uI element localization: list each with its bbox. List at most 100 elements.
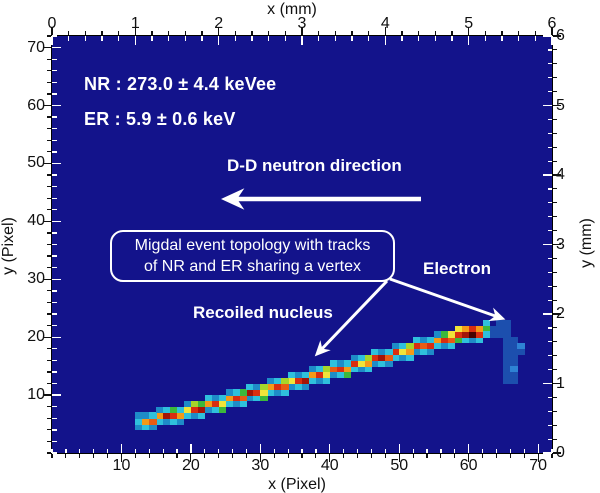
inner-tick [52, 197, 57, 199]
heatmap-cell [503, 331, 511, 338]
heatmap-cell [204, 400, 213, 408]
inner-tick [412, 448, 414, 453]
heatmap-cell [447, 342, 456, 350]
heatmap-cell [149, 412, 157, 419]
heatmap-cell [302, 383, 310, 390]
right-axis-title: y (mm) [578, 218, 595, 268]
outer-tick [553, 35, 561, 37]
outer-tick [218, 27, 220, 35]
left-tick-label: 20 [27, 328, 45, 346]
heatmap-cell [510, 337, 518, 344]
outer-tick [47, 232, 51, 234]
outer-tick [426, 454, 428, 458]
outer-tick [47, 452, 51, 454]
outer-tick [537, 454, 539, 462]
inner-tick [426, 448, 428, 453]
heatmap-cell [177, 406, 185, 413]
outer-tick [231, 454, 234, 458]
right-tick-label: 1 [556, 374, 565, 392]
heatmap-cell [135, 424, 143, 431]
outer-tick [234, 31, 236, 35]
inner-tick [52, 35, 57, 37]
bottom-tick-label: 10 [112, 457, 131, 474]
inner-tick [434, 36, 437, 41]
inner-tick [543, 382, 552, 385]
outer-tick [301, 27, 303, 35]
outer-tick [553, 160, 557, 162]
inner-tick [52, 46, 61, 49]
bottom-tick-label: 40 [320, 457, 339, 474]
topology-callout-line1: Migdal event topology with tracks [134, 237, 371, 254]
heatmap-cell [503, 377, 511, 384]
outer-tick [553, 313, 561, 315]
outer-tick [65, 454, 67, 458]
heatmap-cell [440, 331, 449, 338]
heatmap-cell [197, 406, 206, 413]
nr-energy-label: NR : 273.0 ± 4.4 keVee [84, 74, 277, 94]
inner-tick [231, 448, 234, 453]
heatmap-cell [350, 354, 359, 361]
outer-tick [51, 454, 53, 458]
inner-tick [543, 174, 552, 176]
heatmap-cell [440, 342, 449, 350]
inner-tick [547, 91, 552, 93]
outer-tick [370, 454, 373, 458]
inner-tick [68, 36, 70, 41]
heatmap-cell [420, 348, 428, 356]
outer-tick [553, 91, 557, 93]
heatmap-cell [336, 366, 345, 373]
right-tick-label: 2 [556, 305, 565, 322]
heatmap-cell [260, 389, 268, 396]
outer-tick [47, 35, 51, 37]
outer-tick [351, 31, 353, 35]
heatmap-cell [183, 406, 192, 413]
heatmap-cell [475, 337, 484, 344]
heatmap-cell [308, 371, 317, 379]
outer-tick [553, 341, 557, 343]
top-axis-title: x (mm) [267, 1, 317, 18]
outer-tick [553, 243, 561, 246]
inner-tick [168, 36, 170, 41]
heatmap-cell [253, 395, 261, 402]
inner-tick [543, 243, 552, 246]
heatmap-cell [447, 331, 456, 338]
inner-tick [547, 63, 552, 65]
heatmap-cell [274, 383, 282, 390]
inner-tick [151, 36, 153, 41]
heatmap-cell [170, 418, 178, 425]
outer-tick [79, 454, 81, 458]
heatmap-cell [468, 331, 477, 338]
inner-tick [52, 429, 57, 431]
outer-tick [343, 454, 345, 458]
inner-tick [52, 209, 57, 211]
outer-tick [84, 31, 86, 35]
outer-tick [47, 313, 51, 315]
heatmap-cell [246, 395, 254, 402]
bottom-tick-label: 30 [251, 457, 270, 474]
outer-tick [495, 454, 498, 458]
outer-tick [106, 454, 109, 458]
inner-tick [398, 444, 400, 453]
outer-tick [43, 278, 51, 280]
outer-tick [47, 243, 51, 246]
heatmap-cell [281, 377, 289, 384]
left-tick-label: 60 [27, 96, 45, 114]
right-tick-label: 6 [556, 27, 565, 44]
outer-tick [148, 454, 150, 458]
inner-tick [52, 359, 57, 362]
heatmap-cell [239, 395, 247, 402]
outer-tick [218, 454, 220, 458]
outer-tick [245, 454, 248, 458]
heatmap-cell [510, 366, 518, 373]
inner-tick [547, 396, 552, 399]
inner-tick [547, 118, 552, 121]
heatmap-cell [190, 400, 199, 408]
heatmap-cell [170, 412, 178, 419]
outer-tick [47, 371, 51, 373]
outer-tick [47, 406, 51, 408]
heatmap-cell [427, 348, 435, 356]
heatmap-cell [267, 377, 275, 384]
heatmap-cell [392, 342, 400, 350]
inner-tick [162, 448, 164, 453]
outer-tick [412, 454, 414, 458]
